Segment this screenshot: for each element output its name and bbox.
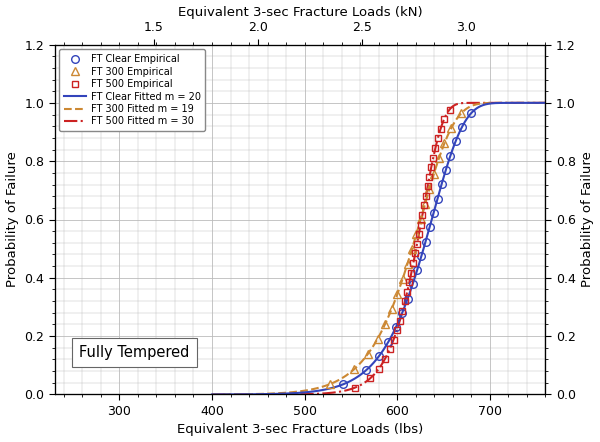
Text: Fully Tempered: Fully Tempered xyxy=(79,345,190,360)
X-axis label: Equivalent 3-sec Fracture Loads (kN): Equivalent 3-sec Fracture Loads (kN) xyxy=(178,6,422,19)
Y-axis label: Probability of Failure: Probability of Failure xyxy=(581,152,595,287)
Y-axis label: Probability of Failure: Probability of Failure xyxy=(5,152,19,287)
Legend: FT Clear Empirical, FT 300 Empirical, FT 500 Empirical, FT Clear Fitted m = 20, : FT Clear Empirical, FT 300 Empirical, FT… xyxy=(59,50,205,131)
X-axis label: Equivalent 3-sec Fracture Loads (lbs): Equivalent 3-sec Fracture Loads (lbs) xyxy=(177,423,423,436)
